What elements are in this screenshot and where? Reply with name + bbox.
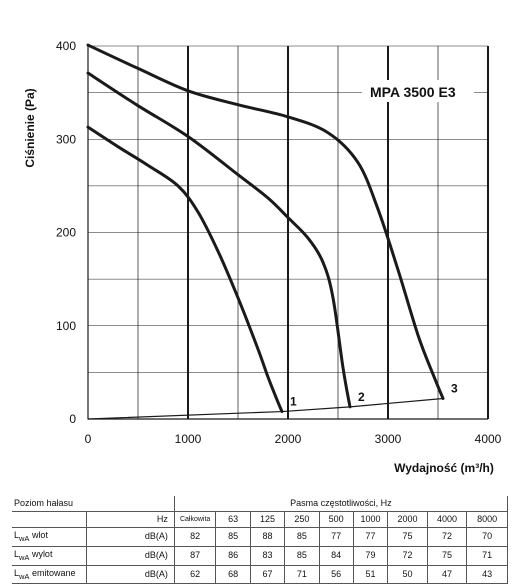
chart-curves [86, 43, 445, 420]
cell: 84 [318, 545, 354, 566]
model-label-bg [362, 80, 474, 102]
cell: 86 [215, 545, 251, 566]
row-name: LwA wlot [12, 527, 88, 547]
cell: 71 [284, 564, 320, 584]
band-header: 8000 [466, 511, 508, 528]
cell: 77 [318, 527, 354, 547]
cell: 87 [173, 545, 217, 566]
row-name: LwA wylot [12, 545, 88, 566]
x-tick-label: 4000 [475, 432, 502, 446]
noise-row-wylot: LwA wylot dB(A) 87 86 83 85 84 79 72 75 … [12, 545, 508, 566]
cell: 70 [466, 527, 508, 547]
band-header: 500 [318, 511, 354, 528]
curve-label-2: 2 [358, 390, 365, 404]
chart-title: MPA 3500 E3 [370, 84, 456, 100]
cell: 79 [352, 545, 389, 566]
cell: 71 [466, 545, 508, 566]
band-header: Całkowita [173, 511, 217, 528]
cell: 82 [173, 527, 217, 547]
hz-label: Hz [86, 511, 175, 528]
y-tick-label: 0 [69, 412, 76, 426]
cell: 67 [249, 564, 286, 584]
cell: 51 [352, 564, 389, 584]
cell: 88 [249, 527, 286, 547]
band-header: 250 [284, 511, 320, 528]
band-header: 125 [249, 511, 286, 528]
curve-labels: 1 2 3 [290, 381, 458, 408]
y-axis-ticks: 0 100 200 300 400 [56, 39, 76, 426]
cell: 47 [426, 564, 468, 584]
noise-row-emitowane: LwA emitowane dB(A) 62 68 67 71 56 51 50… [12, 564, 508, 584]
cell: 85 [284, 527, 320, 547]
noise-bands-row: Hz Całkowita 63 125 250 500 1000 2000 40… [12, 511, 508, 528]
cell: 83 [249, 545, 286, 566]
cell: 72 [426, 527, 468, 547]
fan-curve-1 [86, 125, 284, 413]
pressure-flow-chart: 0 1000 2000 3000 4000 0 100 200 300 400 1 2 3 MPA … [23, 39, 502, 475]
cell: 77 [352, 527, 389, 547]
curve-label-1: 1 [290, 395, 297, 409]
row-name: LwA emitowane [12, 564, 88, 584]
y-tick-label: 300 [56, 132, 76, 146]
cell: 75 [426, 545, 468, 566]
noise-table-header-row: Poziom hałasu Pasma częstotliwości, Hz [12, 496, 509, 512]
band-header: 63 [215, 511, 251, 528]
cell: 43 [466, 564, 508, 584]
curve-label-3: 3 [451, 381, 458, 395]
y-tick-label: 400 [56, 39, 76, 53]
y-tick-label: 100 [56, 319, 76, 333]
y-tick-label: 200 [56, 226, 76, 240]
fan-curve-3 [86, 43, 445, 400]
cell: 85 [215, 527, 251, 547]
cell: 72 [387, 545, 428, 566]
noise-level-table: Poziom hałasu Pasma częstotliwości, Hz H… [12, 496, 509, 584]
x-axis-title: Wydajność (m³/h) [394, 461, 494, 475]
x-tick-label: 0 [85, 432, 92, 446]
row-unit: dB(A) [86, 527, 175, 547]
cell: 56 [318, 564, 354, 584]
band-header: 1000 [352, 511, 389, 528]
noise-header-left: Poziom hałasu [12, 496, 175, 512]
x-tick-label: 3000 [375, 432, 402, 446]
x-axis-ticks: 0 1000 2000 3000 4000 [85, 432, 502, 446]
noise-header-right: Pasma częstotliwości, Hz [173, 496, 509, 512]
fan-curve-2 [86, 71, 352, 409]
cell: 62 [173, 564, 217, 584]
system-curve [87, 397, 444, 420]
band-header: 2000 [387, 511, 428, 528]
row-unit: dB(A) [86, 545, 175, 566]
row-unit: dB(A) [86, 564, 175, 584]
cell: 50 [387, 564, 428, 584]
y-axis-title: Ciśnienie (Pa) [23, 88, 37, 167]
cell: 85 [284, 545, 320, 566]
x-tick-label: 1000 [175, 432, 202, 446]
x-tick-label: 2000 [275, 432, 302, 446]
cell: 75 [387, 527, 428, 547]
chart-grid [87, 45, 489, 420]
band-header: 4000 [426, 511, 468, 528]
noise-row-wlot: LwA wlot dB(A) 82 85 88 85 77 77 75 72 7… [12, 527, 508, 547]
cell: 68 [215, 564, 251, 584]
